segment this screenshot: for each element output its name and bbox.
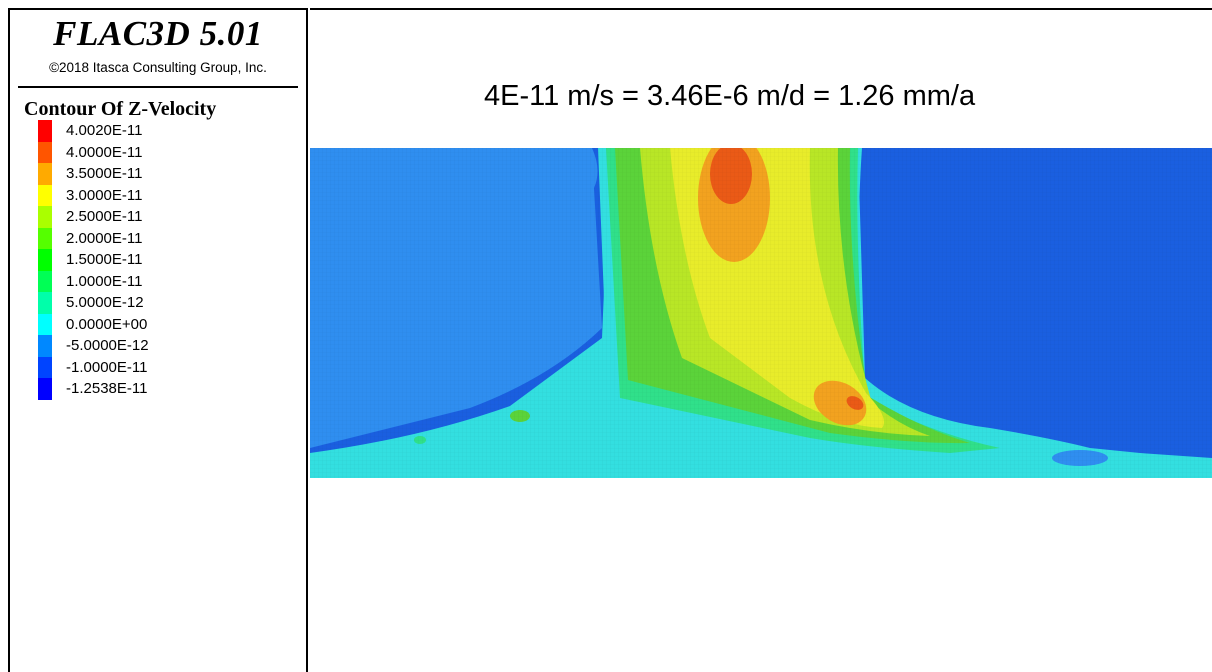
legend-label: 3.5000E-11	[66, 165, 143, 182]
copyright-text: ©2018 Itasca Consulting Group, Inc.	[49, 60, 267, 75]
legend-swatch	[38, 249, 52, 271]
legend-label: 1.5000E-11	[66, 251, 143, 268]
legend-label: -1.2538E-11	[66, 380, 148, 397]
legend-label: 2.5000E-11	[66, 208, 143, 225]
mesh-grid-overlay	[310, 148, 1212, 478]
legend-label: 5.0000E-12	[66, 294, 144, 311]
legend-swatch	[38, 227, 52, 250]
legend-swatch	[38, 292, 52, 314]
legend-label: -5.0000E-12	[66, 337, 149, 354]
legend-label: 3.0000E-11	[66, 186, 143, 204]
legend-swatch	[38, 163, 52, 185]
legend-divider	[18, 86, 298, 88]
legend-swatch	[38, 335, 52, 357]
legend-swatch	[38, 184, 52, 207]
legend-swatch	[38, 141, 52, 164]
velocity-conversion-note: 4E-11 m/s = 3.46E-6 m/d = 1.26 mm/a	[484, 80, 976, 112]
legend-panel: FLAC3D 5.01 ©2018 Itasca Consulting Grou…	[8, 8, 308, 672]
legend-swatch	[38, 378, 52, 400]
legend-swatch	[38, 120, 52, 142]
legend-swatch	[38, 206, 52, 228]
z-velocity-contour-plot	[310, 148, 1212, 478]
app-title: FLAC3D 5.01	[53, 14, 263, 53]
legend-label: -1.0000E-11	[66, 358, 148, 376]
legend-label: 0.0000E+00	[66, 315, 148, 333]
legend-label: 2.0000E-11	[66, 229, 143, 247]
legend-title: Contour Of Z-Velocity	[24, 98, 217, 120]
plot-area: 4E-11 m/s = 3.46E-6 m/d = 1.26 mm/a	[310, 8, 1212, 668]
legend-swatch	[38, 356, 52, 379]
legend-swatch	[38, 313, 52, 336]
legend-label: 4.0000E-11	[66, 143, 143, 161]
legend-label: 1.0000E-11	[66, 272, 143, 290]
legend-swatch	[38, 270, 52, 293]
legend-label: 4.0020E-11	[66, 122, 143, 139]
